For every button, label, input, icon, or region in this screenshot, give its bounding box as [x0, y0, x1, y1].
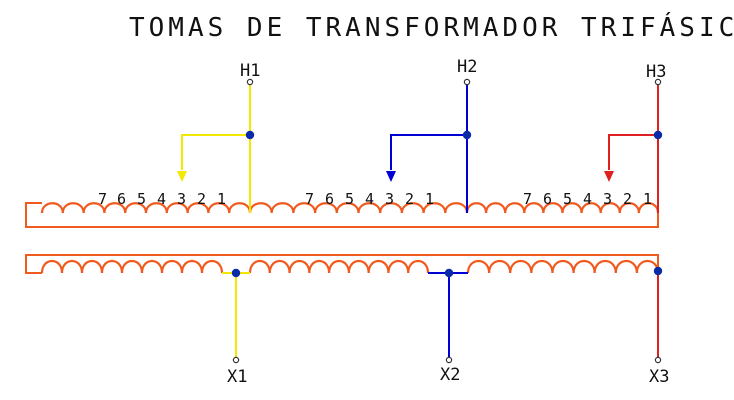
transformer-core [25, 202, 660, 274]
phase-3-secondary-node [653, 266, 663, 276]
phase-2-junction-node [462, 130, 472, 140]
phase-1-junction-node [245, 130, 255, 140]
primary-winding-3 [465, 202, 660, 214]
terminal-h1 [246, 78, 254, 86]
tap-number: 2 [405, 190, 414, 208]
tap-number: 2 [623, 190, 632, 208]
tap-labels-group-3: 7 6 5 4 3 2 1 [523, 190, 652, 208]
tap-labels-group-2: 7 6 5 4 3 2 1 [305, 190, 434, 208]
phase-2-tap-arrow [386, 171, 396, 182]
diagram-title: TOMAS DE TRANSFORMADOR TRIFÁSICO [129, 11, 734, 43]
tap-number: 7 [523, 190, 532, 208]
secondary-winding-3 [466, 259, 660, 274]
terminal-x2 [445, 356, 453, 364]
terminal-h1-label: H1 [240, 61, 260, 81]
tap-number: 3 [603, 190, 612, 208]
phase-1-tap-link [181, 134, 250, 170]
tap-number: 4 [157, 190, 166, 208]
tap-labels-group-1: 7 6 5 4 3 2 1 [98, 190, 226, 208]
terminal-h3-label: H3 [646, 62, 666, 82]
phase-3-tap-arrow [604, 171, 614, 182]
terminal-x1-label: X1 [227, 367, 247, 387]
terminal-h3 [654, 78, 662, 86]
primary-winding-1 [40, 202, 252, 214]
terminal-x3 [654, 356, 662, 364]
phase-3-junction-node [653, 130, 663, 140]
primary-core-outline [25, 202, 659, 228]
tap-number: 4 [583, 190, 592, 208]
tap-number: 3 [385, 190, 394, 208]
tap-number: 5 [563, 190, 572, 208]
terminal-x3-label: X3 [649, 367, 669, 387]
secondary-winding-1 [40, 259, 224, 274]
tap-number: 6 [543, 190, 552, 208]
phase-1-secondary-node [231, 268, 241, 278]
phase-2-secondary-node [444, 268, 454, 278]
phase-2-tap-link [390, 134, 467, 170]
tap-number: 6 [325, 190, 334, 208]
tap-number: 4 [365, 190, 374, 208]
terminal-h2-label: H2 [457, 57, 477, 77]
tap-number: 1 [643, 190, 652, 208]
phase-1-wiring [177, 78, 255, 364]
terminal-x2-label: X2 [440, 365, 460, 385]
secondary-core-outline [25, 254, 659, 274]
phase-3-tap-link [608, 134, 658, 170]
primary-winding-2 [248, 202, 469, 214]
tap-number: 7 [98, 190, 107, 208]
secondary-winding-2 [248, 259, 430, 274]
tap-number: 6 [117, 190, 126, 208]
phase-2-wiring [386, 78, 472, 364]
terminal-x1 [232, 356, 240, 364]
phase-3-wiring [604, 78, 663, 364]
tap-number: 5 [137, 190, 146, 208]
tap-number: 5 [345, 190, 354, 208]
tap-number: 1 [217, 190, 226, 208]
phase-1-tap-arrow [177, 171, 187, 182]
tap-number: 3 [177, 190, 186, 208]
tap-number: 2 [197, 190, 206, 208]
tap-number: 7 [305, 190, 314, 208]
terminal-h2 [463, 78, 471, 86]
tap-number: 1 [425, 190, 434, 208]
